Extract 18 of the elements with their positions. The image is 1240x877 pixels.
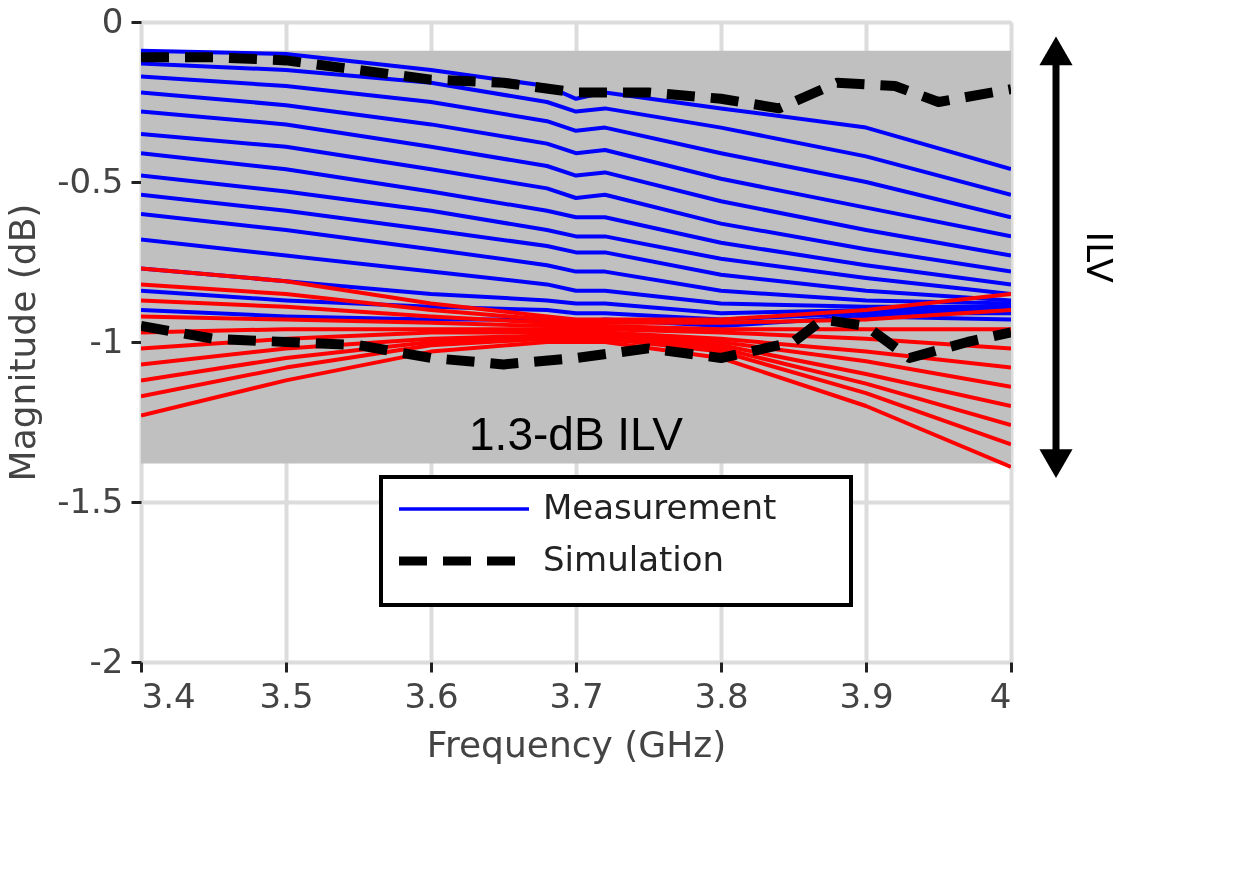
y-axis-title: Magnitude (dB) xyxy=(2,203,44,482)
y-tick-label: -1 xyxy=(89,320,124,361)
x-tick-label: 3.4 xyxy=(141,675,196,716)
x-tick-label: 3.5 xyxy=(259,675,314,716)
text: ILV xyxy=(1079,231,1120,284)
x-tick-label: 3.8 xyxy=(694,675,749,716)
y-tick-label: -2 xyxy=(89,640,124,681)
x-tick-label: 3.7 xyxy=(549,675,604,716)
y-tick-label: 0 xyxy=(101,0,124,41)
x-tick-label: 4 xyxy=(989,675,1012,716)
x-tick-label: 3.9 xyxy=(839,675,894,716)
y-tick-label: -1.5 xyxy=(57,480,124,521)
legend-label: Measurement xyxy=(543,487,777,527)
band-label: 1.3-dB ILV xyxy=(469,407,684,460)
x-tick-label: 3.6 xyxy=(404,675,459,716)
legend-label: Simulation xyxy=(543,539,725,579)
y-tick-label: -0.5 xyxy=(57,160,124,201)
x-axis-title: Frequency (GHz) xyxy=(426,723,727,765)
